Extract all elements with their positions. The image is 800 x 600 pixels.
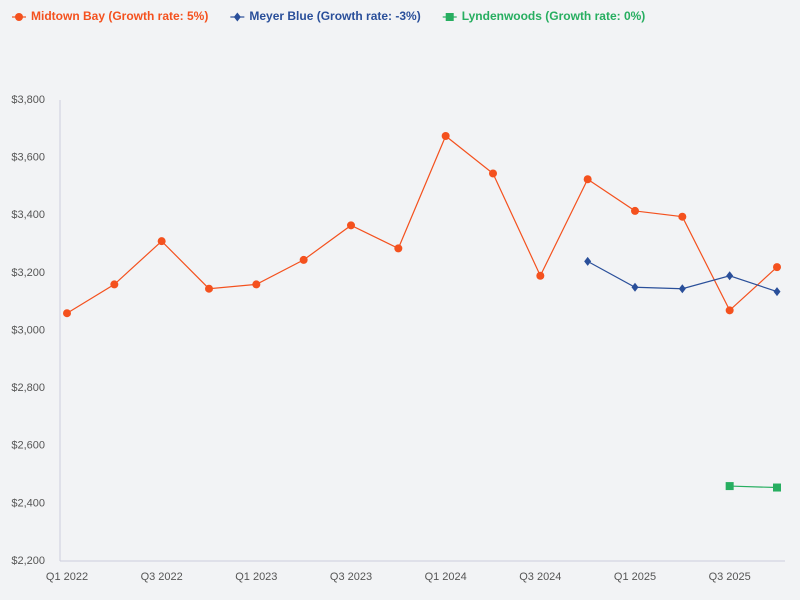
data-point (583, 175, 592, 184)
y-tick-label: $2,400 (11, 497, 45, 509)
data-point (394, 244, 403, 253)
data-point (631, 282, 639, 292)
y-tick-label: $3,400 (11, 209, 45, 221)
data-point (299, 255, 308, 264)
data-point (678, 284, 686, 294)
y-tick-label: $2,200 (11, 555, 45, 567)
data-point (536, 271, 545, 280)
data-point (678, 212, 687, 221)
data-point (725, 306, 734, 315)
data-point (157, 237, 166, 246)
x-tick-label: Q1 2023 (235, 571, 277, 583)
data-point (773, 263, 781, 272)
data-point (584, 256, 592, 266)
x-tick-label: Q3 2025 (709, 571, 751, 583)
x-tick-label: Q3 2022 (141, 571, 183, 583)
legend-text: Meyer Blue (Growth rate: -3%) (249, 9, 420, 23)
y-tick-label: $3,600 (11, 152, 45, 164)
x-tick-label: Q3 2024 (519, 571, 561, 583)
legend-text: Lyndenwoods (Growth rate: 0%) (462, 9, 646, 23)
legend-marker (233, 12, 241, 22)
x-tick-label: Q1 2024 (425, 571, 467, 583)
series-line (729, 485, 778, 489)
x-tick-label: Q1 2025 (614, 571, 656, 583)
legend-marker (445, 13, 454, 21)
data-point (63, 309, 71, 318)
legend-text: Midtown Bay (Growth rate: 5%) (31, 9, 208, 23)
y-tick-label: $3,200 (11, 267, 45, 279)
y-tick-label: $2,600 (11, 440, 45, 452)
data-point (773, 287, 781, 297)
data-point (773, 483, 781, 492)
data-point (205, 284, 213, 293)
x-tick-label: Q1 2022 (46, 571, 88, 583)
data-point (347, 221, 355, 230)
data-point (726, 271, 734, 281)
data-point (110, 280, 119, 289)
y-tick-label: $2,800 (11, 382, 45, 394)
y-tick-label: $3,000 (11, 324, 45, 336)
data-point (631, 206, 639, 215)
legend-marker (15, 13, 23, 21)
data-point (725, 482, 734, 491)
x-tick-label: Q3 2023 (330, 571, 372, 583)
data-point (252, 280, 261, 289)
y-tick-label: $3,800 (11, 94, 45, 106)
data-point (489, 169, 497, 178)
data-point (441, 132, 450, 141)
series-line (66, 135, 778, 314)
